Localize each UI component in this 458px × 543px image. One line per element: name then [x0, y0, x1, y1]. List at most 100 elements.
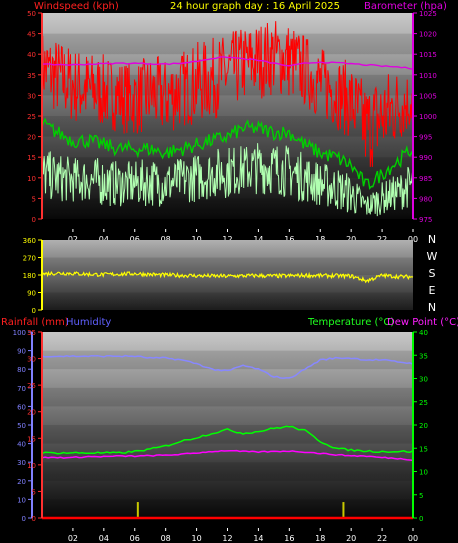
axis-tick-label: 10	[27, 175, 36, 183]
axis-tick-label: 5	[419, 492, 423, 500]
axis-tick-label: 40	[17, 441, 26, 449]
temperature-axis-label: Temperature (°C)	[307, 317, 394, 328]
axis-tick-label: 60	[17, 403, 26, 411]
time-tick-label: 16	[284, 534, 294, 543]
axis-tick-label: 975	[419, 216, 432, 224]
axis-tick-label: 25	[27, 382, 36, 390]
axis-tick-label: 90	[27, 290, 36, 298]
axis-tick-label: 90	[17, 348, 26, 356]
axis-tick-label: 5	[32, 488, 36, 496]
windspeed-series	[41, 143, 414, 217]
axis-tick-label: 30	[419, 376, 428, 384]
rain-series	[41, 354, 414, 520]
axis-tick-label: 10	[17, 496, 26, 504]
plot-band	[42, 257, 413, 275]
time-tick-label: 12	[222, 534, 232, 543]
axis-tick-label: 15	[419, 445, 428, 453]
axis-tick-label: 35	[27, 329, 36, 337]
axis-tick-label: 100	[13, 329, 26, 337]
axis-tick-label: 0	[22, 515, 26, 523]
axis-tick-label: 70	[17, 385, 26, 393]
windspeed-axis-label: Windspeed (kph)	[34, 1, 119, 12]
direction-plot-bands	[42, 257, 413, 310]
axis-tick-label: 35	[27, 72, 36, 80]
axis-tick-label: 30	[27, 356, 36, 364]
axis-tick-label: 40	[419, 329, 428, 337]
axis-tick-label: 30	[27, 92, 36, 100]
time-tick-label: 22	[377, 235, 387, 244]
time-tick-label: 14	[253, 534, 263, 543]
axis-tick-label: 990	[419, 154, 432, 162]
axis-tick-label: 1005	[419, 92, 437, 100]
dewpoint-axis-label: Dew Point (°C)	[387, 317, 458, 328]
axis-tick-label: 1020	[419, 31, 437, 39]
humidity-axis-label: Humidity	[66, 317, 111, 328]
axis-tick-label: 1025	[419, 10, 437, 18]
axis-tick-label: 10	[419, 469, 428, 477]
axis-tick-label: 50	[27, 10, 36, 18]
compass-label: W	[427, 250, 438, 263]
rainfall-axis: 0 5 10 15 20 25 30 35	[27, 329, 43, 523]
plot-band	[42, 387, 413, 407]
axis-tick-label: 20	[27, 409, 36, 417]
axis-tick-label: 25	[27, 113, 36, 121]
plot-band	[42, 425, 413, 444]
axis-tick-label: 35	[419, 352, 428, 360]
time-tick-label: 06	[130, 534, 140, 543]
wind-series	[41, 21, 414, 217]
time-tick-label: 02	[68, 534, 78, 543]
average-wind-series	[41, 117, 414, 190]
time-tick-label: 02	[68, 235, 78, 244]
humidity-series	[41, 354, 414, 379]
compass-label: S	[429, 267, 436, 280]
dewpoint-series	[41, 449, 414, 462]
time-tick-label: 16	[284, 235, 294, 244]
axis-tick-label: 30	[17, 459, 26, 467]
compass-label: N	[428, 233, 436, 246]
axis-tick-label: 15	[27, 154, 36, 162]
time-tick-label: 18	[315, 534, 325, 543]
time-tick-label: 00	[408, 534, 418, 543]
axis-tick-label: 5	[32, 195, 36, 203]
axis-tick-label: 15	[27, 435, 36, 443]
axis-tick-label: 360	[23, 237, 36, 245]
axis-tick-label: 985	[419, 175, 432, 183]
barometer-axis-label: Barometer (hpa)	[364, 1, 447, 12]
wind-direction-series	[41, 270, 414, 284]
plot-band	[42, 33, 413, 55]
time-tick-label: 22	[377, 534, 387, 543]
temperature-series	[41, 425, 414, 455]
time-tick-label: 00	[408, 235, 418, 244]
axis-tick-label: 40	[27, 51, 36, 59]
axis-tick-label: 1000	[419, 113, 437, 121]
time-tick-label: 04	[99, 534, 109, 543]
rain-time-axis: 02 04 06 08 10 12 14 16 18 20 22 00	[68, 528, 418, 543]
rain-plot-bands	[42, 350, 413, 518]
compass-label: N	[428, 301, 436, 314]
time-tick-label: 20	[346, 235, 356, 244]
direction-series	[41, 270, 414, 284]
axis-tick-label: 20	[27, 134, 36, 142]
axis-tick-label: 270	[23, 255, 36, 263]
barometer-axis: 975 980 985 990 995 1000 1005 1010 1015 1020 1025	[412, 10, 437, 224]
windspeed-axis: 0 5 10 15 20 25 30 35 40 45 50	[27, 10, 43, 224]
temperature-axis: 0 5 10 15 20 25 30 35 40	[412, 329, 428, 523]
time-tick-label: 04	[99, 235, 109, 244]
axis-tick-label: 0	[32, 307, 36, 315]
axis-tick-label: 980	[419, 195, 432, 203]
time-tick-label: 08	[161, 235, 171, 244]
time-tick-label: 20	[346, 534, 356, 543]
axis-tick-label: 20	[17, 478, 26, 486]
rainfall-axis-label: Rainfall (mm)	[1, 317, 69, 328]
compass-label: E	[429, 284, 436, 297]
plot-band	[42, 116, 413, 137]
time-tick-label: 14	[253, 235, 263, 244]
time-tick-label: 10	[191, 534, 201, 543]
rain-plot-bg	[42, 332, 413, 518]
